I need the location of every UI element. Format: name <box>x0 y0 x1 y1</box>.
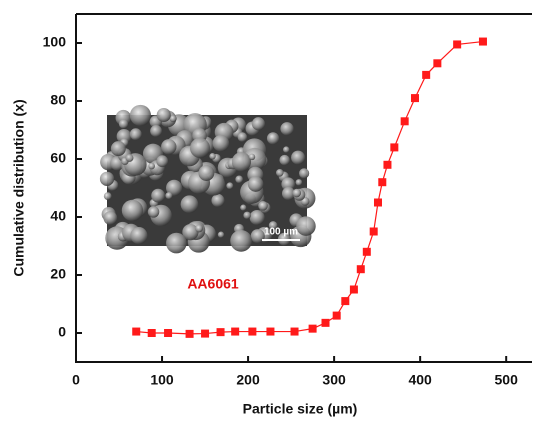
marker <box>350 286 358 294</box>
grain <box>283 146 289 152</box>
grain <box>252 117 265 130</box>
y-tick-label: 60 <box>50 150 66 166</box>
marker <box>132 328 140 336</box>
grain <box>226 182 233 189</box>
scale-label: 100 µm <box>264 227 298 238</box>
y-tick-label: 20 <box>50 266 66 282</box>
grain <box>190 138 210 158</box>
grain <box>130 227 147 244</box>
grain <box>198 165 214 181</box>
marker <box>422 71 430 79</box>
marker <box>433 59 441 67</box>
marker <box>309 325 317 333</box>
grain <box>211 194 224 207</box>
y-tick-label: 0 <box>58 324 66 340</box>
marker <box>186 330 194 338</box>
grain <box>218 232 224 238</box>
grain <box>292 189 301 198</box>
x-tick-label: 400 <box>408 372 432 388</box>
marker <box>148 329 156 337</box>
grain <box>130 128 142 140</box>
x-axis-label: Particle size (µm) <box>243 401 358 417</box>
grain <box>238 132 248 142</box>
grain <box>240 205 246 211</box>
x-tick-label: 500 <box>495 372 519 388</box>
grain <box>249 154 256 161</box>
x-tick-label: 100 <box>150 372 174 388</box>
grain <box>235 176 243 184</box>
x-tick-label: 300 <box>322 372 346 388</box>
x-tick-label: 200 <box>236 372 260 388</box>
marker <box>341 297 349 305</box>
grain <box>150 125 162 137</box>
grain <box>296 216 316 236</box>
annotation: AA6061 <box>187 276 239 292</box>
grain <box>195 224 203 232</box>
grain <box>251 229 265 243</box>
marker <box>217 328 225 336</box>
grain <box>209 153 215 159</box>
marker <box>248 328 256 336</box>
marker <box>411 94 419 102</box>
marker <box>164 329 172 337</box>
grain <box>165 192 172 199</box>
marker <box>322 319 330 327</box>
marker <box>374 199 382 207</box>
y-tick-label: 100 <box>43 34 67 50</box>
grain <box>181 195 199 213</box>
grain <box>161 139 176 154</box>
grain <box>267 132 279 144</box>
grain <box>213 135 230 152</box>
grain <box>157 108 171 122</box>
grain <box>103 211 117 225</box>
grain <box>100 172 114 186</box>
chart: 100 µm Particle size (µm) Cumulative dis… <box>0 0 534 426</box>
grain <box>111 141 126 156</box>
marker <box>357 265 365 273</box>
marker <box>383 161 391 169</box>
grain <box>148 206 159 217</box>
marker <box>231 328 239 336</box>
grain <box>258 201 268 211</box>
grain <box>230 230 252 252</box>
marker <box>266 328 274 336</box>
grain <box>151 189 165 203</box>
grain <box>280 122 293 135</box>
grain <box>243 212 251 220</box>
marker <box>401 117 409 125</box>
grain <box>166 233 187 254</box>
grain <box>291 151 305 165</box>
marker <box>201 330 209 338</box>
grain <box>122 200 143 221</box>
grain <box>232 152 251 171</box>
x-tick-label: 0 <box>72 372 80 388</box>
grain <box>296 179 303 186</box>
marker <box>291 328 299 336</box>
sem-inset-image: 100 µm <box>100 105 316 254</box>
grain <box>148 163 155 170</box>
marker <box>390 143 398 151</box>
grain <box>119 119 128 128</box>
grain <box>248 176 263 191</box>
grain <box>156 155 168 167</box>
marker <box>363 248 371 256</box>
marker <box>479 38 487 46</box>
y-tick-label: 80 <box>50 92 66 108</box>
grain <box>104 192 112 200</box>
grain <box>130 105 151 126</box>
grain <box>279 155 289 165</box>
marker <box>378 178 386 186</box>
grain <box>126 154 134 162</box>
grain <box>299 168 309 178</box>
y-tick-label: 40 <box>50 208 66 224</box>
marker <box>333 312 341 320</box>
y-axis-label: Cumulative distribution (x) <box>11 99 27 276</box>
marker <box>453 40 461 48</box>
marker <box>370 228 378 236</box>
grain <box>276 169 284 177</box>
